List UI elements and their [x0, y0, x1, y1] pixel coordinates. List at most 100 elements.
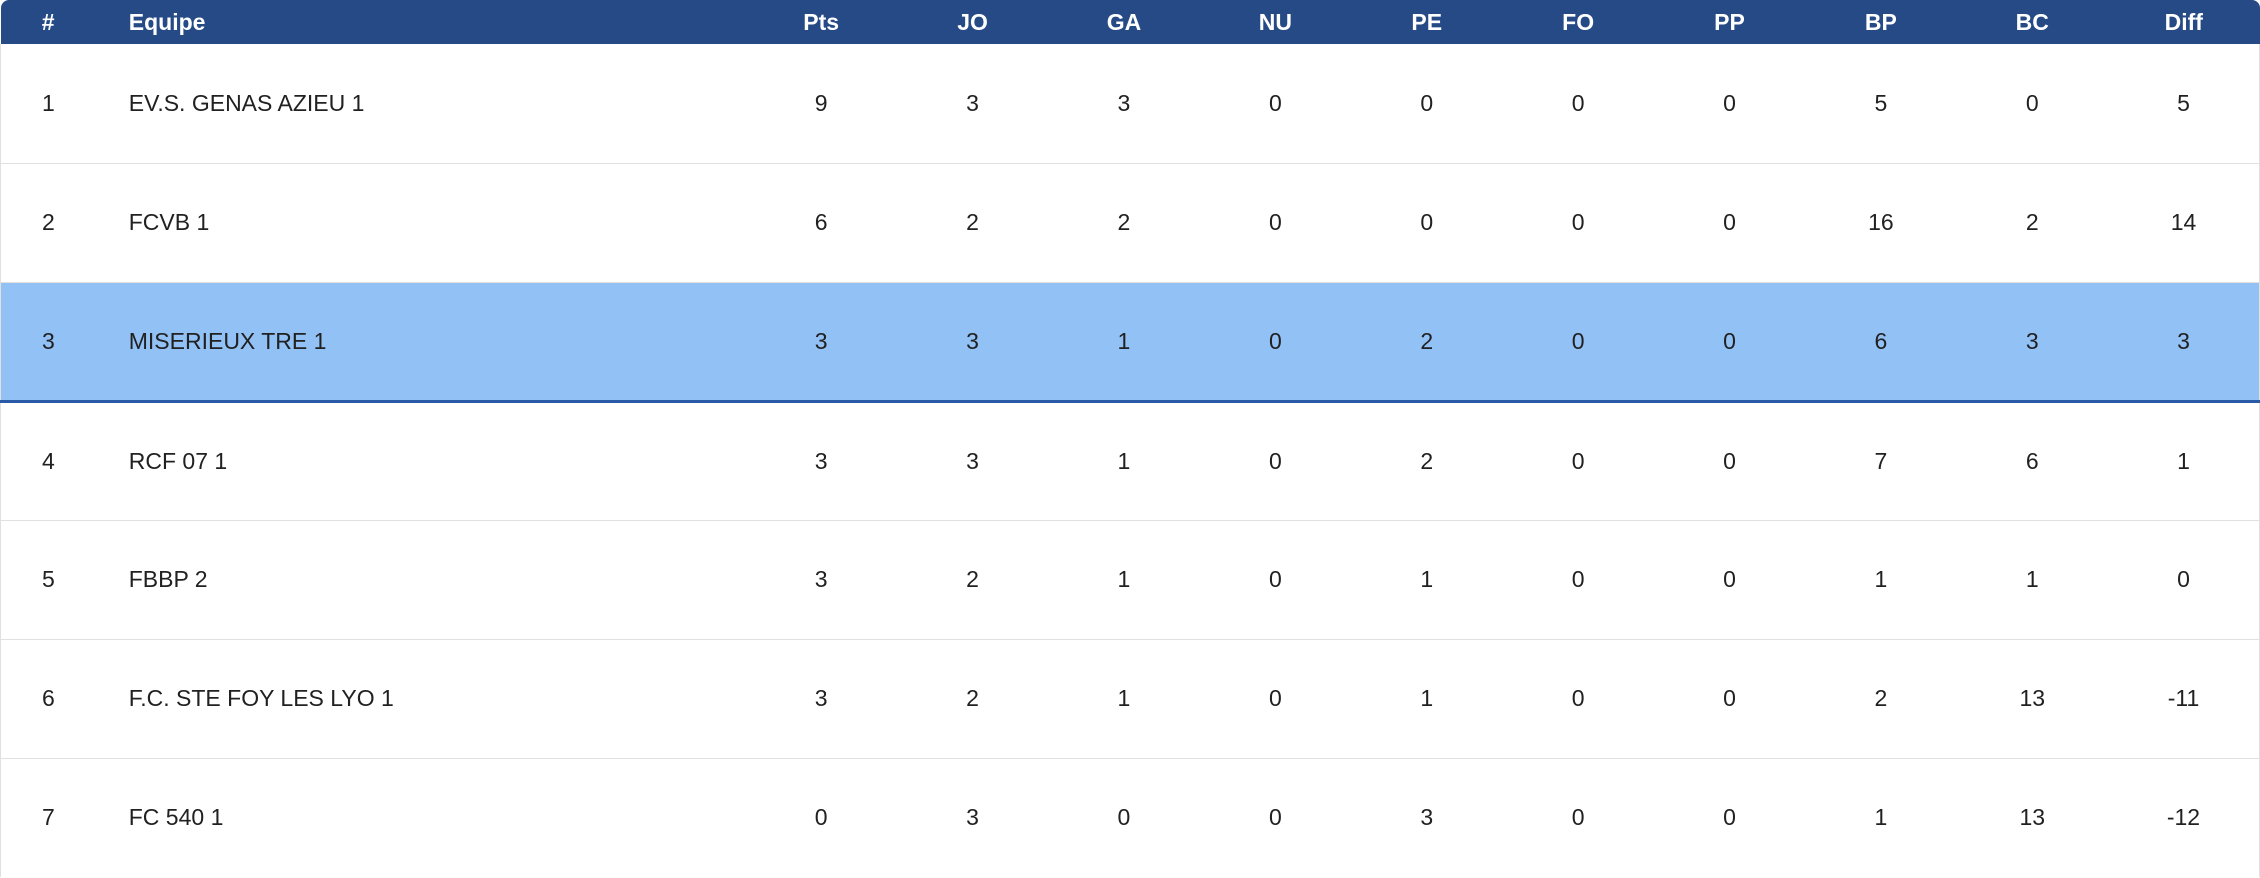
rank-cell: 7	[0, 757, 96, 877]
stat-cell: 0	[1653, 638, 1806, 758]
team-cell: FC 540 1	[95, 757, 746, 877]
stat-cell: 0	[1048, 757, 1200, 877]
column-header-ga: GA	[1048, 0, 1200, 44]
stat-cell: 1	[1956, 519, 2108, 639]
stat-cell: 1	[1351, 638, 1503, 758]
stat-cell: 0	[1199, 519, 1352, 639]
stat-cell: 0	[1502, 638, 1654, 758]
column-header-pts: Pts	[745, 0, 897, 44]
stat-cell: 14	[2107, 162, 2260, 282]
column-header-bp: BP	[1805, 0, 1957, 44]
stat-cell: 3	[745, 519, 897, 639]
column-header-pp: PP	[1653, 0, 1806, 44]
table-row[interactable]: 6 F.C. STE FOY LES LYO 1 3 2 1 0 1 0 0 2 13 -11	[0, 638, 2260, 758]
team-cell: FBBP 2	[95, 519, 746, 639]
stat-cell: -12	[2107, 757, 2260, 877]
stat-cell: 0	[1351, 44, 1503, 163]
stat-cell: 0	[1653, 44, 1806, 163]
stat-cell: 3	[896, 281, 1049, 403]
stat-cell: 2	[1956, 162, 2108, 282]
stat-cell: 1	[1805, 757, 1957, 877]
stat-cell: 0	[1199, 638, 1352, 758]
stat-cell: 3	[745, 281, 897, 403]
column-header-nu: NU	[1199, 0, 1352, 44]
rank-cell: 4	[0, 400, 96, 520]
stat-cell: 3	[896, 757, 1049, 877]
stat-cell: 1	[1048, 638, 1200, 758]
stat-cell: 3	[896, 44, 1049, 163]
rank-cell: 1	[0, 44, 96, 163]
stat-cell: -11	[2107, 638, 2260, 758]
team-cell: EV.S. GENAS AZIEU 1	[95, 44, 746, 163]
stat-cell: 6	[745, 162, 897, 282]
stat-cell: 0	[1199, 757, 1352, 877]
stat-cell: 0	[1199, 281, 1352, 403]
table-header-row: # Equipe Pts JO GA NU PE FO PP BP BC Dif…	[0, 0, 2260, 44]
stat-cell: 1	[1048, 400, 1200, 520]
rank-cell: 3	[0, 281, 96, 403]
stat-cell: 0	[1502, 519, 1654, 639]
stat-cell: 0	[1502, 44, 1654, 163]
stat-cell: 0	[1956, 44, 2108, 163]
stat-cell: 2	[896, 638, 1049, 758]
column-header-diff: Diff	[2107, 0, 2260, 44]
stat-cell: 3	[896, 400, 1049, 520]
stat-cell: 13	[1956, 757, 2108, 877]
stat-cell: 6	[1956, 400, 2108, 520]
rank-cell: 5	[0, 519, 96, 639]
column-header-equipe: Equipe	[95, 0, 746, 44]
stat-cell: 0	[1653, 162, 1806, 282]
stat-cell: 9	[745, 44, 897, 163]
stat-cell: 0	[1351, 162, 1503, 282]
stat-cell: 3	[745, 638, 897, 758]
stat-cell: 3	[1048, 44, 1200, 163]
stat-cell: 1	[1048, 519, 1200, 639]
stat-cell: 16	[1805, 162, 1957, 282]
stat-cell: 2	[896, 162, 1049, 282]
column-header-bc: BC	[1956, 0, 2108, 44]
stat-cell: 13	[1956, 638, 2108, 758]
stat-cell: 0	[1653, 400, 1806, 520]
stat-cell: 7	[1805, 400, 1957, 520]
stat-cell: 1	[1805, 519, 1957, 639]
team-cell: FCVB 1	[95, 162, 746, 282]
team-cell: MISERIEUX TRE 1	[95, 281, 746, 403]
team-cell: RCF 07 1	[95, 400, 746, 520]
column-header-jo: JO	[896, 0, 1049, 44]
stat-cell: 0	[2107, 519, 2260, 639]
column-header-rank: #	[0, 0, 96, 44]
stat-cell: 1	[1351, 519, 1503, 639]
stat-cell: 2	[1351, 281, 1503, 403]
stat-cell: 0	[1199, 400, 1352, 520]
stat-cell: 0	[1502, 757, 1654, 877]
rank-cell: 2	[0, 162, 96, 282]
column-header-fo: FO	[1502, 0, 1654, 44]
stat-cell: 0	[1502, 281, 1654, 403]
stat-cell: 3	[745, 400, 897, 520]
stat-cell: 2	[1805, 638, 1957, 758]
stat-cell: 2	[1048, 162, 1200, 282]
stat-cell: 0	[745, 757, 897, 877]
table-header: # Equipe Pts JO GA NU PE FO PP BP BC Dif…	[0, 0, 2260, 44]
stat-cell: 2	[1351, 400, 1503, 520]
table-row[interactable]: 7 FC 540 1 0 3 0 0 3 0 0 1 13 -12	[0, 757, 2260, 877]
stat-cell: 3	[1351, 757, 1503, 877]
stat-cell: 1	[1048, 281, 1200, 403]
stat-cell: 6	[1805, 281, 1957, 403]
stat-cell: 2	[896, 519, 1049, 639]
stat-cell: 0	[1502, 400, 1654, 520]
stat-cell: 1	[2107, 400, 2260, 520]
stat-cell: 0	[1653, 757, 1806, 877]
stat-cell: 0	[1502, 162, 1654, 282]
stat-cell: 0	[1199, 44, 1352, 163]
stat-cell: 3	[1956, 281, 2108, 403]
stat-cell: 0	[1199, 162, 1352, 282]
stat-cell: 0	[1653, 519, 1806, 639]
table-row[interactable]: 2 FCVB 1 6 2 2 0 0 0 0 16 2 14	[0, 162, 2260, 282]
